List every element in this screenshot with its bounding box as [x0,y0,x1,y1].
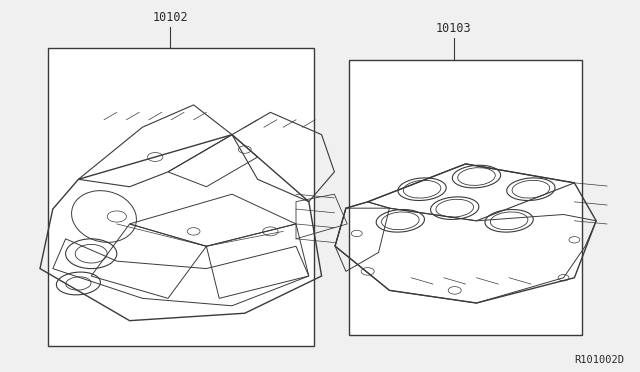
Text: R101002D: R101002D [574,355,624,365]
Bar [48,48,314,346]
Text: 10103: 10103 [436,22,472,35]
Text: 10102: 10102 [152,11,188,24]
Bar [349,60,582,335]
